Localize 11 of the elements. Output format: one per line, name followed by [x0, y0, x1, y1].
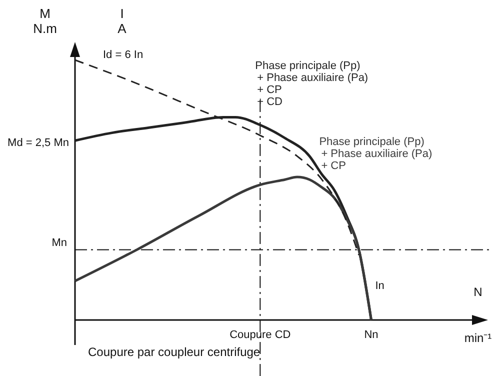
text: Coupure par coupleur centrifuge: [88, 345, 260, 359]
annotation: In: [375, 280, 384, 292]
x-tick-label: Nn: [364, 329, 378, 341]
x-tick-label: Coupure CD: [230, 329, 291, 341]
text: I A: [118, 6, 127, 36]
ref-line-label: Mn: [52, 236, 67, 249]
series-label: Phase principale (Pp) + Phase auxiliaire (Pa) + CP: [319, 136, 432, 172]
y-axis-title: M N.m: [33, 6, 57, 36]
text: N min⁻¹: [464, 285, 492, 345]
annotation: Id = 6 In: [103, 49, 144, 61]
text: Md = 2,5 Mn: [8, 137, 69, 149]
